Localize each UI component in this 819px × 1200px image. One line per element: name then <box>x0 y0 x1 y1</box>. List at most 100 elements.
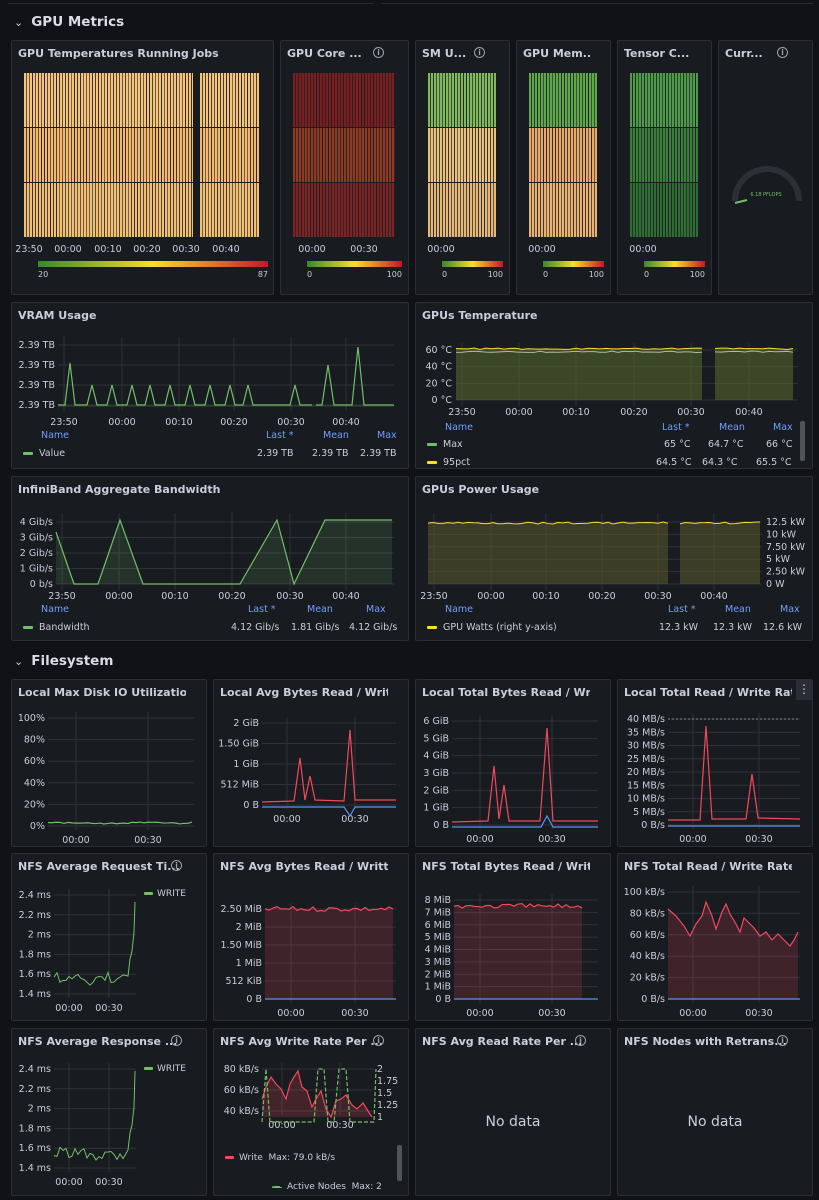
legend-series-value[interactable]: Value <box>23 448 65 459</box>
legend-header-max[interactable]: Max <box>366 604 386 615</box>
panel-local-avg-bytes[interactable]: Local Avg Bytes Read / Writte... 0 B 512 … <box>213 679 409 847</box>
heatmap-chart: 00:00 0 100 <box>629 73 705 279</box>
info-icon[interactable]: i <box>373 1035 384 1046</box>
panel-gpu-temp-jobs[interactable]: GPU Temperatures Running Jobs 23:50 00:00… <box>11 40 274 295</box>
panel-current[interactable]: Curr... i 6.18 PFLOPS <box>718 40 813 295</box>
kebab-menu-icon[interactable]: ⋮ <box>796 680 812 700</box>
legend-header-max[interactable]: Max <box>377 430 397 441</box>
legend-header-max[interactable]: Max <box>773 422 793 433</box>
panel-infiniband-bandwidth[interactable]: InfiniBand Aggregate Bandwidth 0 b/s 1 Gi… <box>11 476 409 641</box>
legend-series-95pct[interactable]: 95pct <box>427 457 470 468</box>
legend-header-mean[interactable]: Mean <box>719 422 745 433</box>
panel-gpus-power[interactable]: GPUs Power Usage 0 W 2.50 kW 5 kW 7.50 kW 10… <box>415 476 813 641</box>
panel-sm-util[interactable]: SM U... i 00:00 0 100 <box>415 40 510 295</box>
heatmap-gap <box>92 128 93 182</box>
heatmap-gap <box>56 73 57 127</box>
info-icon[interactable]: i <box>575 1035 586 1046</box>
heatmap-cell <box>529 183 597 237</box>
y-tick-label: 20 kB/s <box>630 973 665 984</box>
legend-header-name[interactable]: Name <box>41 604 70 615</box>
panel-local-max-disk[interactable]: Local Max Disk IO Utilization ... 0% 20% 4… <box>11 679 207 847</box>
legend-series-write[interactable]: WRITE <box>144 889 186 899</box>
legend-header-last[interactable]: Last * <box>668 604 696 615</box>
row-header-gpu-metrics[interactable]: ⌄ GPU Metrics <box>0 8 819 36</box>
panel-nfs-avg-request[interactable]: NFS Average Request Ti... i 1.4 ms 1.6 ms… <box>11 853 207 1021</box>
heatmap-gap <box>376 73 377 127</box>
panel-vram-usage[interactable]: VRAM Usage 2.39 TB 2.39 TB 2.39 TB 2.39 TB 2… <box>11 302 409 469</box>
info-icon[interactable]: i <box>171 860 182 871</box>
legend-series-max[interactable]: Max <box>427 439 463 450</box>
heatmap-gap <box>310 73 311 127</box>
heatmap-gap <box>394 128 395 182</box>
panel-gpus-temperature[interactable]: GPUs Temperature 0 °C 20 °C 40 °C 60 °C 23:5… <box>415 302 813 469</box>
panel-local-total-rate[interactable]: Local Total Read / Write Rate ... ⋮ 0 B/… <box>617 679 813 847</box>
heatmap-gap <box>537 128 538 182</box>
legend-header-last[interactable]: Last * <box>266 430 294 441</box>
heatmap-gap <box>59 73 60 127</box>
y-tick-label: 3 GiB <box>423 768 449 779</box>
legend-header-name[interactable]: Name <box>445 422 474 433</box>
legend-scrollbar[interactable] <box>397 1145 402 1181</box>
info-icon[interactable]: i <box>373 47 384 58</box>
legend-header-name[interactable]: Name <box>41 430 70 441</box>
y-tick-label: 25 MB/s <box>627 754 665 765</box>
chevron-down-icon[interactable]: ⌄ <box>14 654 24 668</box>
legend-series-gpu-watts[interactable]: GPU Watts (right y-axis) <box>427 622 557 633</box>
heatmap-gap <box>466 183 467 237</box>
chevron-down-icon[interactable]: ⌄ <box>14 15 24 29</box>
panel-tensor[interactable]: Tensor C... 00:00 0 100 <box>617 40 712 295</box>
heatmap-gap <box>313 73 314 127</box>
y-tick-label: 20 °C <box>426 378 453 389</box>
info-icon[interactable]: i <box>777 47 788 58</box>
legend-series-bandwidth[interactable]: Bandwidth <box>23 622 90 633</box>
legend-series-write[interactable]: WRITE <box>144 1064 186 1074</box>
heatmap-gap <box>442 73 443 127</box>
panel-nfs-avg-read[interactable]: NFS Avg Read Rate Per ... i No data <box>415 1028 611 1196</box>
info-icon[interactable]: i <box>171 1035 182 1046</box>
heatmap-gap <box>358 183 359 237</box>
heatmap-gap <box>349 73 350 127</box>
heatmap-gap <box>176 128 177 182</box>
panel-local-total-bytes[interactable]: Local Total Bytes Read / Writt... 0 B 1 G… <box>415 679 611 847</box>
legend-header-last[interactable]: Last * <box>248 604 276 615</box>
legend-series-active-nodes[interactable]: Active Nodes Max: 2 <box>272 1182 382 1192</box>
line-chart: 0 b/s 1 Gib/s 2 Gib/s 3 Gib/s 4 Gib/s 23:50 00… <box>20 513 394 602</box>
panel-nfs-avg-response[interactable]: NFS Average Response ... i 1.4 ms 1.6 ms 1… <box>11 1028 207 1196</box>
heatmap-gap <box>674 183 675 237</box>
heatmap-gap <box>143 183 144 237</box>
legend-header-last[interactable]: Last * <box>662 422 690 433</box>
panel-nfs-total-bytes[interactable]: NFS Total Bytes Read / Writte... 0 B1 Mi… <box>415 853 611 1021</box>
panel-gpu-mem[interactable]: GPU Mem... 00:00 0 100 <box>516 40 611 295</box>
legend-header-mean[interactable]: Mean <box>725 604 751 615</box>
heatmap-gap <box>442 183 443 237</box>
legend-header-max[interactable]: Max <box>780 604 800 615</box>
heatmap-gap <box>454 73 455 127</box>
legend-series-write[interactable]: Write Max: 79.0 kB/s <box>225 1153 335 1163</box>
heatmap-gap <box>472 183 473 237</box>
heatmap-gap <box>319 183 320 237</box>
info-icon[interactable]: i <box>474 47 485 58</box>
heatmap-gap <box>59 183 60 237</box>
row-header-filesystem[interactable]: ⌄ Filesystem <box>0 647 819 675</box>
x-tick-label: 00:10 <box>532 591 559 602</box>
panel-nfs-avg-write[interactable]: NFS Avg Write Rate Per ... i 40 kB/s 60 k… <box>213 1028 409 1196</box>
legend-header-mean[interactable]: Mean <box>323 430 349 441</box>
x-tick-label: 00:00 <box>679 1008 706 1019</box>
panel-nfs-avg-bytes[interactable]: NFS Avg Bytes Read / Written... 0 B 512 K… <box>213 853 409 1021</box>
heatmap-gap <box>370 183 371 237</box>
heatmap-gap <box>591 73 592 127</box>
heatmap-gap <box>86 128 87 182</box>
info-icon[interactable]: i <box>777 1035 788 1046</box>
heatmap-gap <box>226 73 227 127</box>
panel-gpu-core[interactable]: GPU Core ... i 00:00 00:30 0 100 <box>280 40 409 295</box>
y-right-tick-label: 1.5 <box>377 1088 392 1099</box>
legend-scrollbar[interactable] <box>800 421 805 461</box>
series-area-gpu-watts <box>428 522 668 584</box>
panel-nfs-total-rate[interactable]: NFS Total Read / Write Rate (... 0 B/s 20… <box>617 853 813 1021</box>
series-line-gpu-watts <box>427 521 669 525</box>
panel-nfs-retrans[interactable]: NFS Nodes with Retrans... i No data <box>617 1028 813 1196</box>
heatmap-gap <box>487 128 488 182</box>
heatmap-gap <box>304 73 305 127</box>
legend-header-mean[interactable]: Mean <box>307 604 333 615</box>
legend-header-name[interactable]: Name <box>445 604 474 615</box>
